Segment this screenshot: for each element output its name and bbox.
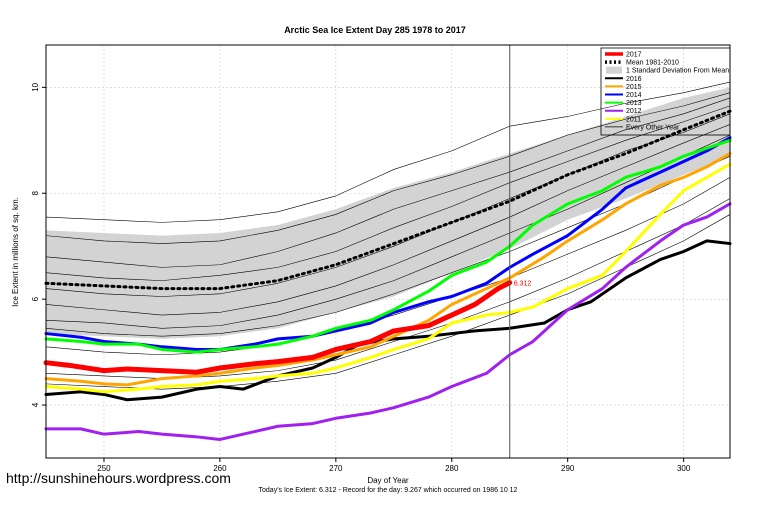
series-line-every-other-year: [45, 177, 731, 356]
legend-label-2015: 2015: [626, 84, 642, 91]
series-line-2016: [44, 239, 732, 402]
series-line-2013: [44, 138, 732, 354]
y-tick-label: 8: [31, 190, 40, 195]
series-line-every-other-year: [45, 113, 731, 297]
series-line-every-other-year: [45, 81, 731, 223]
x-axis-label: Day of Year: [367, 476, 409, 485]
y-axis-label: Ice Extent in millions of sq. km.: [11, 197, 20, 307]
series-line-2011: [44, 162, 732, 394]
series-line-every-other-year: [45, 124, 731, 316]
x-tick-label: 290: [561, 464, 575, 473]
legend-label-every-other-year: Every Other Year: [626, 124, 680, 131]
series-line-2014: [44, 136, 732, 351]
series-line-every-other-year: [45, 134, 731, 329]
legend-label-2017: 2017: [626, 52, 642, 59]
x-tick-label: 300: [677, 464, 691, 473]
std-deviation-band: [46, 87, 730, 339]
plot-border: [45, 44, 731, 459]
legend-label-2013: 2013: [626, 100, 642, 107]
x-tick-label: 260: [213, 464, 227, 473]
chart-subtitle: Today's Ice Extent: 6.312 - Record for t…: [259, 487, 518, 494]
x-tick-label: 280: [445, 464, 459, 473]
y-tick-label: 4: [31, 402, 40, 407]
y-axis: 4 6 8 10: [31, 82, 46, 407]
x-tick-label: 250: [97, 464, 111, 473]
legend-swatch-1-standard-deviation-from-mean: [606, 66, 622, 74]
watermark-url: http://sunshinehours.wordpress.com: [6, 470, 231, 486]
series-line-every-other-year: [45, 105, 731, 281]
series-line-mean-1981-2010: [44, 109, 732, 291]
legend-label-1-standard-deviation-from-mean: 1 Standard Deviation From Mean: [626, 68, 729, 75]
current-value-label: 6.312: [514, 281, 532, 288]
y-tick-label: 10: [31, 82, 40, 91]
legend-box: [600, 47, 731, 136]
chart-title: Arctic Sea Ice Extent Day 285 1978 to 20…: [284, 25, 466, 35]
x-axis: 250 260 270 280 290 300: [97, 458, 691, 473]
series-line-2012: [44, 202, 732, 441]
y-tick-label: 6: [31, 296, 40, 301]
legend-label-2011: 2011: [626, 116, 641, 123]
legend-label-2016: 2016: [626, 76, 642, 83]
series-line-2017: [43, 280, 513, 375]
series-line-every-other-year: [45, 97, 731, 268]
series-line-2015: [44, 152, 732, 387]
series-layer: [43, 81, 732, 441]
x-tick-label: 270: [329, 464, 343, 473]
series-line-every-other-year: [45, 92, 731, 244]
legend-label-2014: 2014: [626, 92, 642, 99]
plot-area: 6.312: [43, 44, 732, 459]
legend-label-mean-1981-2010: Mean 1981-2010: [626, 60, 679, 67]
legend-label-2012: 2012: [626, 108, 642, 115]
